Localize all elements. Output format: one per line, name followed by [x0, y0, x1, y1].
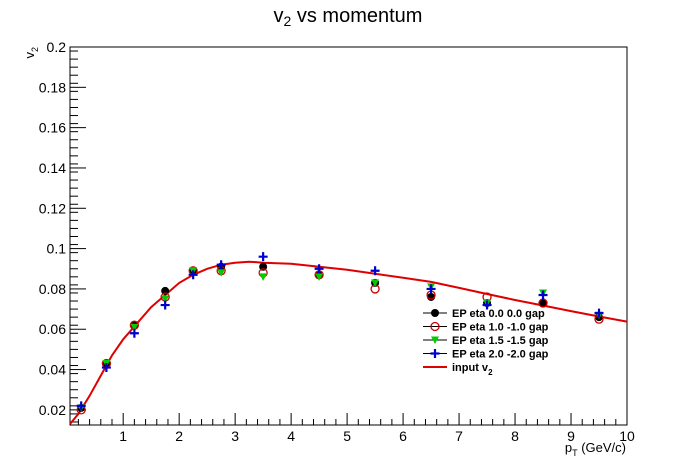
series-1-point — [539, 299, 548, 308]
series-3-point — [130, 323, 139, 332]
x-tick-label: 7 — [455, 428, 463, 444]
y-tick-label: 0.1 — [47, 241, 67, 257]
legend-marker — [430, 321, 440, 332]
y-tick-label: 0.08 — [39, 281, 66, 297]
x-tick-label: 10 — [619, 428, 635, 444]
plot-frame — [69, 46, 628, 426]
y-tick-label: 0.2 — [47, 39, 67, 55]
legend-entry-label: EP eta 2.0 -2.0 gap — [452, 349, 549, 361]
legend-entry-label: EP eta 1.0 -1.0 gap — [452, 322, 549, 334]
x-tick-label: 1 — [119, 428, 127, 444]
series-4-point — [76, 401, 86, 411]
data-points — [76, 252, 604, 415]
y-tick-label: 0.06 — [39, 321, 66, 337]
x-tick-label: 3 — [231, 428, 239, 444]
legend-entry-label: EP eta 0.0 0.0 gap — [452, 308, 545, 320]
y-tick-label: 0.18 — [39, 79, 66, 95]
series-4-point — [426, 284, 436, 294]
x-axis-title: pT (GeV/c) — [565, 440, 626, 458]
series-4-point — [314, 264, 324, 274]
plot-area-border — [69, 46, 628, 426]
legend-marker — [430, 349, 440, 358]
y-tick-label: 0.02 — [39, 402, 66, 418]
series-4-point — [101, 363, 111, 373]
series-4-point — [258, 252, 268, 262]
series-4-point — [538, 290, 548, 300]
x-tick-label: 9 — [567, 428, 575, 444]
axis-ticks: 1 2 3 4 5 6 7 8 9 10 0.02 0.04 0.06 0.08 0.1 0.12 0.14 0.… — [22, 39, 635, 458]
legend-entry-label: EP eta 1.5 -1.5 gap — [452, 335, 549, 347]
legend-marker — [431, 309, 439, 317]
x-tick-label: 6 — [399, 428, 407, 444]
chart-title-text: v2 vs momentum — [274, 5, 423, 29]
x-tick-label: 4 — [287, 428, 295, 444]
input-v2-curve — [69, 260, 628, 425]
series-4-point — [188, 270, 198, 280]
y-axis-title: v2 — [22, 47, 40, 59]
series-4-point — [216, 260, 226, 270]
series-3-point — [217, 269, 226, 277]
series-3-point — [161, 295, 170, 303]
series-4-point — [370, 266, 380, 276]
input-curve — [69, 260, 628, 425]
series-4-point — [160, 300, 170, 310]
x-tick-label: 2 — [175, 428, 183, 444]
y-tick-label: 0.14 — [39, 160, 66, 176]
series-3-point — [315, 273, 324, 281]
series-4-point — [482, 300, 492, 310]
x-tick-label: 8 — [511, 428, 519, 444]
y-tick-label: 0.12 — [39, 200, 66, 216]
series-4-point — [594, 308, 604, 318]
legend-marker — [431, 336, 439, 344]
y-tick-label: 0.04 — [39, 362, 66, 378]
series-3-point — [259, 273, 268, 281]
y-tick-label: 0.16 — [39, 120, 66, 136]
x-tick-label: 5 — [343, 428, 351, 444]
series-3-point — [371, 279, 380, 287]
chart-title: v2 vs momentum — [274, 5, 423, 29]
legend-curve-label: input v2 — [452, 362, 493, 377]
series-4-point — [129, 328, 139, 338]
